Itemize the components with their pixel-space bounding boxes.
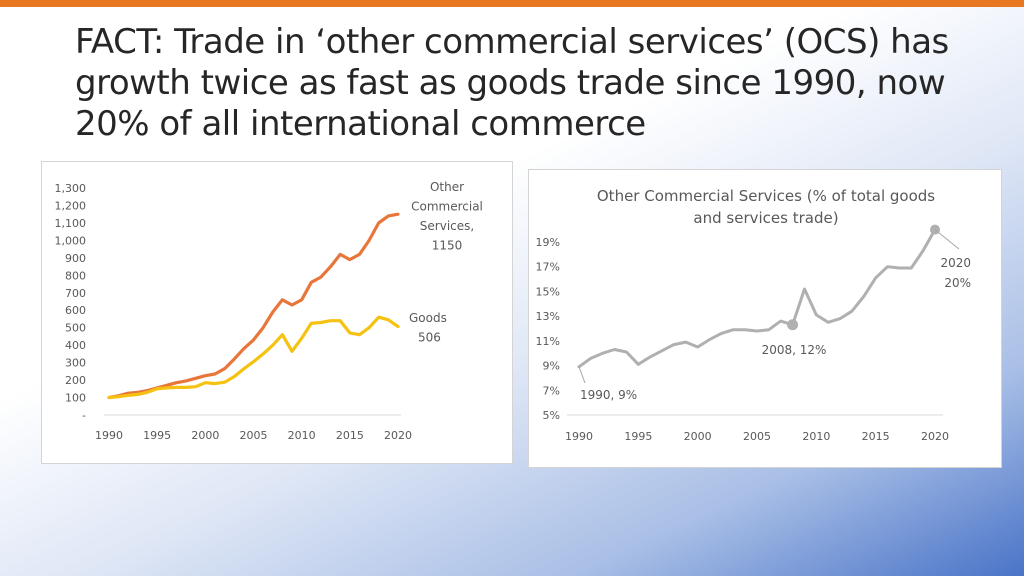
x-tick-label: 2020 xyxy=(921,430,949,443)
x-tick-label: 1995 xyxy=(143,429,171,442)
y-tick-label: 7% xyxy=(543,384,560,397)
accent-bar xyxy=(0,0,1024,7)
x-tick-label: 1995 xyxy=(624,430,652,443)
ocs-series-label: Other xyxy=(430,180,464,194)
chart-title: and services trade) xyxy=(693,209,838,227)
y-tick-label: 1,000 xyxy=(55,234,87,247)
x-tick-label: 2015 xyxy=(336,429,364,442)
x-tick-label: 1990 xyxy=(565,430,593,443)
annotation-2008: 2008, 12% xyxy=(762,343,827,357)
ocs-series-label: Commercial xyxy=(411,200,483,214)
y-tick-label: 500 xyxy=(65,322,86,335)
x-tick-label: 2005 xyxy=(240,429,268,442)
y-tick-label: 19% xyxy=(536,236,560,249)
annotation-marker-2020 xyxy=(930,224,940,235)
x-tick-label: 2015 xyxy=(862,430,890,443)
chart-title: Other Commercial Services (% of total go… xyxy=(597,187,935,205)
x-tick-label: 2000 xyxy=(191,429,219,442)
annotation-2020: 2020 xyxy=(940,256,971,270)
y-tick-label: 400 xyxy=(65,339,86,352)
annotation-leader xyxy=(934,229,960,250)
goods-series-label: Goods xyxy=(409,311,447,325)
ocs-series-label: Services, xyxy=(420,219,474,233)
y-tick-label: 700 xyxy=(65,287,86,300)
y-tick-label: 15% xyxy=(536,285,560,298)
annotation-leader xyxy=(578,366,586,384)
ocs-series-line xyxy=(107,212,400,400)
x-tick-label: 2020 xyxy=(384,429,412,442)
y-tick-label: 11% xyxy=(536,335,560,348)
annotation-1990: 1990, 9% xyxy=(580,388,637,402)
x-tick-label: 2005 xyxy=(743,430,771,443)
y-tick-label: 1,300 xyxy=(55,182,87,195)
y-tick-label: 13% xyxy=(536,310,560,323)
goods-series-label: 506 xyxy=(418,331,441,345)
y-tick-label: 9% xyxy=(543,360,560,373)
trade-index-chart-panel: - 100 200 300 400 500 600 700 800 900 1,000 1,100 1,… xyxy=(41,161,513,464)
x-tick-label: 1990 xyxy=(95,429,123,442)
y-tick-label: 600 xyxy=(65,304,86,317)
slide-title: FACT: Trade in ‘other commercial service… xyxy=(75,22,949,144)
ocs-share-chart-panel: Other Commercial Services (% of total go… xyxy=(528,169,1002,468)
y-tick-label: 1,100 xyxy=(55,217,87,230)
y-tick-label: 5% xyxy=(543,409,560,422)
y-tick-label: - xyxy=(82,409,86,422)
y-tick-label: 200 xyxy=(65,374,86,387)
annotation-2020: 20% xyxy=(944,276,971,290)
annotation-marker-2008 xyxy=(787,319,799,331)
y-tick-label: 1,200 xyxy=(55,199,87,212)
y-tick-label: 300 xyxy=(65,357,86,370)
y-tick-label: 100 xyxy=(65,392,86,405)
trade-index-chart: - 100 200 300 400 500 600 700 800 900 1,000 1,100 1,… xyxy=(55,180,483,442)
y-tick-label: 900 xyxy=(65,252,86,265)
y-tick-label: 17% xyxy=(536,261,560,274)
ocs-series-label: 1150 xyxy=(432,239,463,253)
ocs-share-chart: Other Commercial Services (% of total go… xyxy=(536,187,971,443)
x-tick-label: 2010 xyxy=(802,430,830,443)
x-tick-label: 2010 xyxy=(288,429,316,442)
x-tick-label: 2000 xyxy=(684,430,712,443)
y-tick-label: 800 xyxy=(65,269,86,282)
ocs-share-series-line xyxy=(577,228,937,369)
goods-series-line xyxy=(107,315,400,400)
